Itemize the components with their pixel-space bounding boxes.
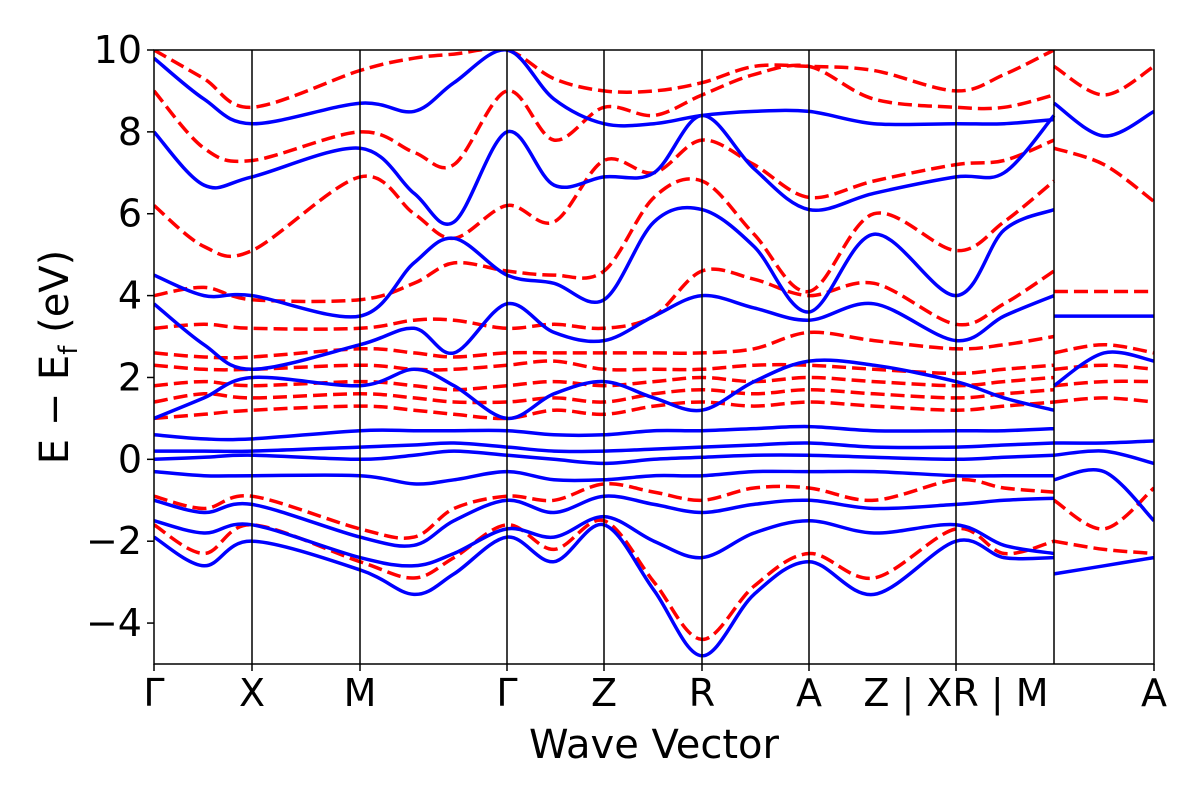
dashed-band-line-16 <box>1053 363 1154 372</box>
y-axis-label-unit: (eV) <box>32 250 78 346</box>
dashed-band-line-0 <box>154 518 1055 642</box>
x-tick-label: A <box>796 671 822 715</box>
solid-band-line-12 <box>1053 555 1154 576</box>
kpoint-lines-layer <box>251 50 1055 664</box>
dashed-band-line-13 <box>1053 486 1154 531</box>
x-tick-label: R <box>689 671 715 715</box>
y-axis-label-subscript: f <box>54 345 84 355</box>
y-ticks-layer: −4 −2 0 2 4 6 8 10 <box>86 28 154 645</box>
dashed-band-line-20 <box>1053 64 1154 97</box>
solid-band-line-0 <box>154 523 1055 658</box>
y-tick-label: 4 <box>118 274 142 318</box>
solid-band-line-13 <box>1053 468 1154 522</box>
dashed-band-line-14 <box>1053 396 1154 404</box>
y-tick-label: 0 <box>118 437 142 481</box>
x-tick-label: Z <box>591 671 617 715</box>
y-axis-label-main: E − E <box>32 355 78 465</box>
x-tick-label: Γ <box>143 671 164 715</box>
dashed-band-line-1 <box>154 477 1055 540</box>
dashed-band-line-10 <box>154 63 1055 170</box>
y-tick-label: −4 <box>86 601 142 645</box>
y-tick-label: 6 <box>118 192 142 236</box>
y-tick-label: 2 <box>118 355 142 399</box>
solid-band-line-15 <box>1053 439 1154 445</box>
y-axis-label: E − Ef (eV) <box>32 250 84 465</box>
y-tick-label: 8 <box>118 110 142 154</box>
x-tick-label: A <box>1141 671 1167 715</box>
dashed-band-line-12 <box>1053 539 1154 556</box>
x-tick-label: Z | XR | M <box>863 671 1048 716</box>
solid-band-line-18 <box>1052 101 1154 138</box>
dashed-band-line-15 <box>1053 379 1154 388</box>
x-tick-label: X <box>239 671 265 715</box>
x-tick-label: M <box>344 671 377 715</box>
plot-frame <box>153 49 1155 665</box>
solid-band-line-16 <box>1052 350 1154 388</box>
solid-band-line-11 <box>154 50 1055 128</box>
dashed-band-line-8 <box>154 177 1056 304</box>
dashed-band-line-9 <box>154 138 1055 259</box>
y-tick-label: −2 <box>86 519 142 563</box>
y-tick-label: 10 <box>94 28 142 72</box>
x-ticks-layer: Γ X M Γ Z R A Z | XR | M A <box>143 664 1167 716</box>
dashed-band-line-19 <box>1053 146 1154 203</box>
dashed-band-line-17 <box>1053 342 1154 355</box>
solid-band-line-14 <box>1053 449 1154 466</box>
x-axis-label: Wave Vector <box>529 722 780 768</box>
solid-band-line-9 <box>154 205 1055 319</box>
x-tick-label: Γ <box>496 671 517 715</box>
bands-layer <box>154 50 1154 658</box>
